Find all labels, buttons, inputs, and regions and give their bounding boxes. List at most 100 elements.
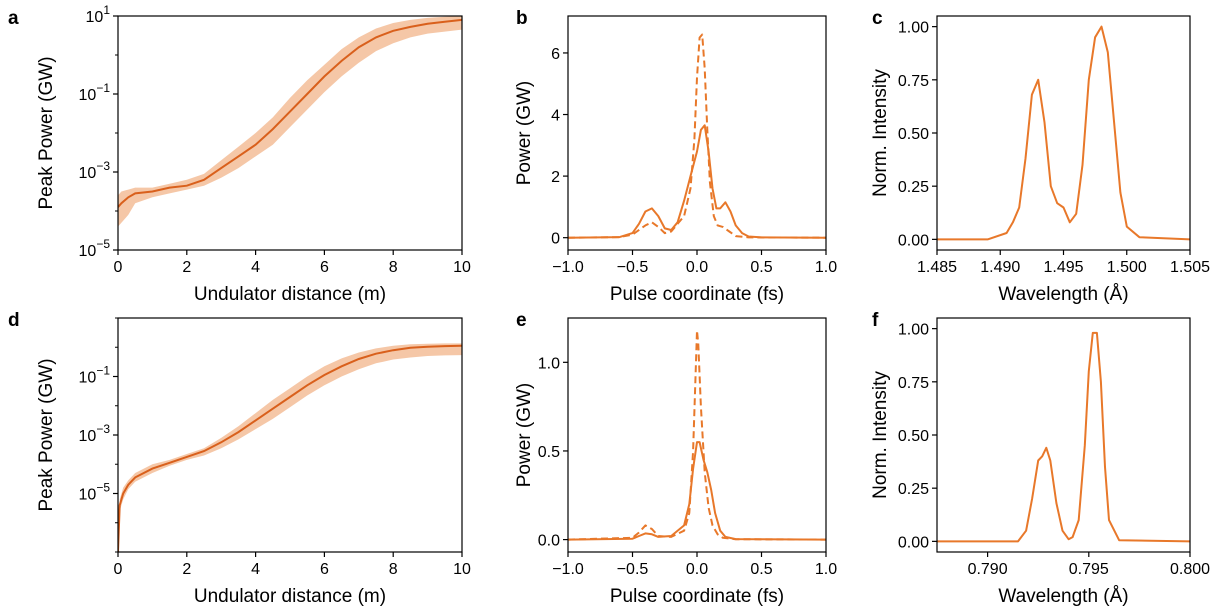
y-tick-label: 10−5 [79, 481, 111, 504]
x-tick-label: −1.0 [552, 561, 584, 578]
x-tick-label: 0.790 [968, 561, 1008, 578]
x-tick-label: −1.0 [552, 259, 584, 276]
y-tick-base: 10 [79, 487, 97, 504]
x-tick-label: 0.0 [686, 259, 708, 276]
panel-letter: b [516, 8, 528, 29]
panel-letter: e [516, 310, 527, 331]
y-tick-label: 10−5 [79, 237, 111, 260]
plot-area-a [118, 16, 462, 227]
x-tick-label: 8 [389, 561, 398, 578]
y-tick-label: 10−1 [79, 81, 111, 104]
y-tick-label: 0.75 [898, 375, 929, 392]
y-axis-label: Peak Power (GW) [36, 56, 57, 209]
uncertainty-band [118, 343, 462, 552]
y-tick-label: 10−3 [79, 422, 111, 445]
y-tick-label: 0.75 [898, 73, 929, 90]
y-tick-label: 0.00 [898, 534, 929, 551]
y-tick-base: 10 [79, 428, 97, 445]
y-tick-label: 10−1 [79, 364, 111, 387]
panel-letter: d [8, 310, 20, 331]
x-tick-label: 2 [182, 259, 191, 276]
panel-b: −1.0 −0.5 0.0 0.5 1.0 0 2 4 6 Pulse coordinate (f… [514, 8, 837, 305]
y-tick-label: 0.25 [898, 481, 929, 498]
x-tick-label: 0 [114, 561, 123, 578]
y-tick-exponent: −3 [96, 159, 110, 173]
x-tick-label: 1.490 [980, 259, 1020, 276]
plot-area-c [937, 25, 1190, 241]
x-axis-label: Wavelength (Å) [998, 284, 1128, 305]
y-axis-label: Norm. Intensity [870, 69, 891, 197]
series-line-mean [118, 18, 462, 208]
series-line-dashed [568, 329, 826, 541]
y-tick-label: 101 [86, 3, 111, 26]
axes-frame [117, 15, 463, 251]
y-tick-label: 2 [551, 169, 560, 186]
x-tick-label: 1.500 [1107, 259, 1147, 276]
series-line-solid [937, 25, 1190, 241]
y-tick-label: 0.50 [898, 126, 929, 143]
x-axis-label: Pulse coordinate (fs) [610, 284, 784, 305]
panel-letter: a [8, 8, 19, 29]
y-axis-label: Power (GW) [514, 81, 535, 186]
y-tick-exponent: 1 [103, 3, 110, 17]
x-tick-label: 8 [389, 259, 398, 276]
y-tick-base: 10 [79, 370, 97, 387]
y-tick-exponent: −1 [96, 364, 110, 378]
series-line-mean [118, 344, 462, 552]
x-tick-label: −0.5 [617, 561, 649, 578]
x-tick-label: 4 [251, 259, 260, 276]
x-tick-label: 0.800 [1170, 561, 1210, 578]
y-tick-label: 1.00 [898, 322, 929, 339]
y-tick-exponent: −3 [96, 422, 110, 436]
axes-frame [936, 317, 1191, 553]
y-tick-label: 0 [551, 231, 560, 248]
x-axis-label: Undulator distance (m) [194, 284, 386, 305]
y-axis-label: Power (GW) [514, 383, 535, 488]
series-line-dashed [568, 33, 826, 239]
panel-letter: c [872, 8, 883, 29]
y-tick-label: 0.0 [538, 533, 560, 550]
y-tick-label: 0.50 [898, 428, 929, 445]
plot-area-f [937, 331, 1190, 543]
plot-area-b [568, 33, 826, 239]
uncertainty-band [118, 16, 462, 227]
x-tick-label: 1.0 [815, 259, 837, 276]
x-tick-label: 1.495 [1043, 259, 1083, 276]
x-tick-label: 0 [114, 259, 123, 276]
panel-c: 1.485 1.490 1.495 1.500 1.505 0.00 0.25 0.50 0.7… [870, 8, 1210, 305]
x-tick-label: 1.485 [917, 259, 957, 276]
plot-area-e [568, 329, 826, 541]
y-tick-base: 10 [79, 243, 97, 260]
x-tick-label: 1.505 [1170, 259, 1210, 276]
x-axis-label: Pulse coordinate (fs) [610, 586, 784, 607]
panel-e: −1.0 −0.5 0.0 0.5 1.0 0.0 0.5 1.0 Pulse coordina… [514, 310, 837, 607]
y-tick-label: 1.0 [538, 355, 560, 372]
y-tick-label: 1.00 [898, 20, 929, 37]
y-tick-exponent: −5 [96, 237, 110, 251]
y-tick-label: 6 [551, 46, 560, 63]
y-axis-label: Norm. Intensity [870, 371, 891, 499]
x-tick-label: 2 [182, 561, 191, 578]
x-axis-label: Undulator distance (m) [194, 586, 386, 607]
x-tick-label: 0.5 [750, 561, 772, 578]
panel-letter: f [872, 310, 879, 331]
x-tick-label: 0.5 [750, 259, 772, 276]
plot-area-d [118, 343, 462, 552]
x-tick-label: 10 [453, 259, 471, 276]
x-tick-label: −0.5 [617, 259, 649, 276]
x-tick-label: 0.795 [1069, 561, 1109, 578]
y-tick-label: 4 [551, 108, 560, 125]
y-tick-label: 0.25 [898, 179, 929, 196]
axes-frame [936, 15, 1191, 251]
x-tick-label: 10 [453, 561, 471, 578]
panel-f: 0.790 0.795 0.800 0.00 0.25 0.50 0.75 1.00 Wavel… [870, 310, 1210, 607]
series-line-solid [937, 331, 1190, 543]
y-tick-base: 10 [79, 165, 97, 182]
x-tick-label: 0.0 [686, 561, 708, 578]
x-tick-label: 4 [251, 561, 260, 578]
y-tick-label: 0.00 [898, 232, 929, 249]
axes-frame [567, 15, 827, 251]
y-tick-label: 0.5 [538, 444, 560, 461]
